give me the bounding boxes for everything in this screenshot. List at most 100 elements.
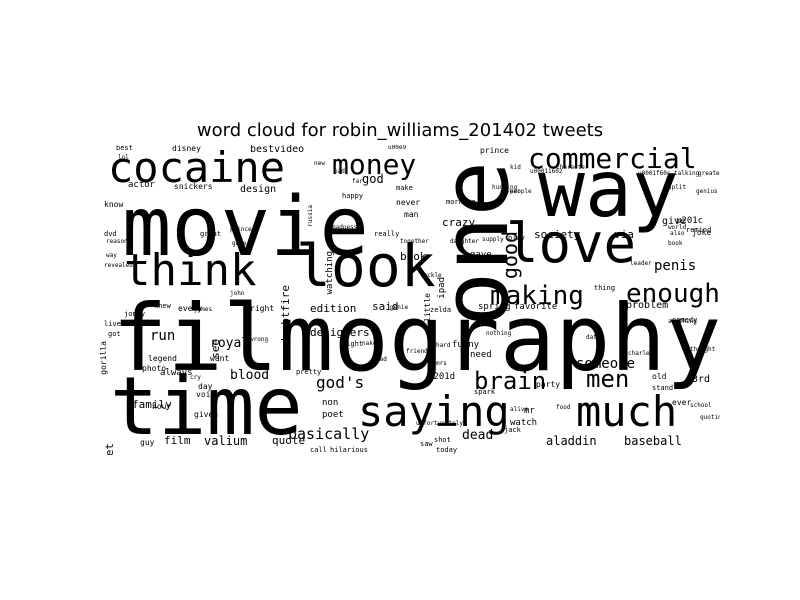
word-watch: watch [510,418,538,428]
word-today: today [436,446,458,454]
word-edition: edition [310,302,357,315]
word-character: character [556,164,589,171]
word-funny: funny [452,340,480,350]
word-thing: thing [594,284,616,292]
word-spark: spark [474,388,496,396]
word-enough: enough [626,279,720,309]
word-genius: genius [696,188,718,195]
word-people: people [510,188,532,195]
word-best: best [116,145,133,152]
word-voice: voice [196,390,221,399]
word-princess: princess [230,226,259,233]
word-society: society [534,228,581,241]
word-friend: friend [406,348,428,355]
word-bestvideo: bestvideo [250,145,305,155]
word-school: school [690,402,712,409]
word-comedy: comedy [672,316,698,324]
word-bad: bad [334,168,345,175]
word-play: play [508,234,525,242]
word-men: men [586,365,630,393]
word-royal: royal [210,336,250,351]
word-day: day [198,382,213,391]
word-thought: thought [690,346,716,353]
word-sad: sad [376,356,387,363]
word-supply: supply [482,236,504,243]
word-aladdin: aladdin [546,434,597,448]
word-problem: problem [626,300,669,311]
word-shot: shot [434,436,451,444]
word-russia: russia [307,205,314,227]
word-commercial: commercial [528,145,697,175]
word-filmography: filmography [112,285,720,392]
word-look: look [296,232,436,300]
word-genie: genie [390,304,409,311]
word-guy: guy [140,438,155,447]
word-jack: jack [504,426,521,434]
word-charles: charles [628,350,654,357]
word-snickers: snickers [174,182,213,191]
word-poet: poet [322,410,344,420]
word-u00011602: u00011602 [530,168,563,175]
word-never: never [396,198,421,207]
word-dream: dream [462,224,484,232]
word-live: live [104,320,121,328]
word-year: year [506,188,521,195]
word-leader: leader [630,260,652,267]
word-hunting: hunting [492,184,518,191]
word-penis: penis [654,258,697,274]
word-design: design [240,184,277,195]
word-gorilla: gorilla [100,341,108,375]
word-stand: stand [652,384,674,392]
word-given: given [194,410,219,419]
word-madness: madness [332,224,358,231]
word-dead: dead [462,428,494,443]
word-valium: valium [204,434,248,448]
word-every: every [178,304,203,313]
word-anything: anything [668,318,697,325]
word-nothing: nothing [486,330,512,337]
word-hard: hard [436,342,451,349]
word-photo: photo [142,364,167,373]
word-dvd: dvd [104,230,117,238]
word-disney: disney [172,145,201,153]
word-book: book [400,250,427,263]
word-brain: brain [474,367,547,395]
word-3rd: 3rd [692,374,711,385]
word-gamer: gamer [232,240,251,247]
word-really: really [374,230,400,238]
word-way: way [538,145,679,235]
word-alive: alive [510,406,529,413]
word-spring: spring [478,302,511,312]
word-blood: blood [230,368,270,383]
word-much: much [576,387,678,436]
word-book: book [668,240,683,247]
word-knew: knew [154,302,171,310]
word-need: need [470,350,492,360]
word-man: man [404,210,419,219]
word-tackle: tackle [420,272,442,279]
word-actor: actor [128,180,156,190]
word-great: great [200,230,222,238]
word-watching: watching [325,251,335,295]
word-prince: prince [480,146,509,155]
word-love: love [506,212,637,275]
word-designers: designers [310,326,370,339]
word-got: got [108,330,121,338]
word-morning: morning [446,198,476,206]
word-family: family [132,398,172,411]
word-doubtfire: doubtfire [279,285,292,345]
chart-title: word cloud for robin_williams_201402 twe… [196,120,604,141]
word-naked: naked [362,340,381,347]
word-god: god [362,172,384,186]
word-hour: hour [152,402,172,411]
word-know: know [104,200,124,209]
word-hilarious: hilarious [330,446,368,454]
word-baseball: baseball [624,434,682,448]
word-call: call [310,446,327,454]
word-lol: lol [118,154,129,161]
word-kid: kid [510,164,521,171]
word-run: run [150,328,176,344]
word-old: old [652,372,667,381]
word-revealed: revealed [104,262,133,269]
word-u0001f60c: u0001f60c [638,170,671,177]
